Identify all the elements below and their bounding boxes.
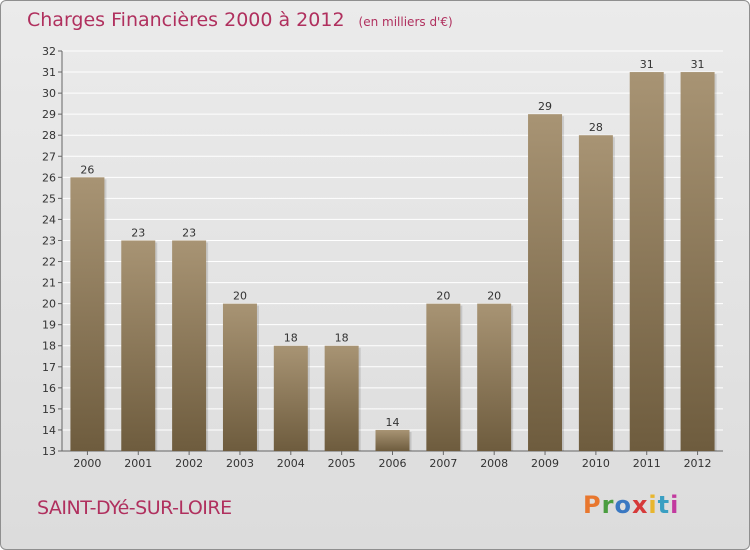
logo-letter: i [648, 491, 658, 519]
bar [375, 429, 410, 451]
logo-letter: o [614, 491, 632, 519]
x-tick-label: 2005 [328, 457, 356, 470]
x-tick-label: 2012 [684, 457, 712, 470]
bar [578, 135, 613, 452]
data-label: 20 [233, 290, 247, 303]
x-tick-label: 2000 [73, 457, 101, 470]
bar [121, 240, 156, 451]
data-label: 23 [131, 226, 145, 239]
y-tick-label: 22 [42, 256, 56, 269]
bar [273, 345, 308, 451]
data-label: 26 [80, 163, 94, 176]
y-tick-label: 14 [42, 424, 56, 437]
bar [528, 114, 563, 451]
y-tick-label: 29 [42, 108, 56, 121]
y-tick-label: 21 [42, 277, 56, 290]
logo-letter: i [670, 491, 680, 519]
data-label: 18 [284, 332, 298, 345]
x-tick-label: 2009 [531, 457, 559, 470]
data-label: 20 [436, 290, 450, 303]
x-tick-label: 2007 [429, 457, 457, 470]
chart-subtitle: (en milliers d'€) [358, 15, 453, 29]
x-tick-label: 2010 [582, 457, 610, 470]
bar [426, 303, 461, 451]
bar [70, 177, 105, 451]
proxiti-logo[interactable]: Proxiti [583, 491, 679, 519]
data-label: 23 [182, 226, 196, 239]
x-tick-label: 2001 [124, 457, 152, 470]
data-label: 18 [335, 332, 349, 345]
y-tick-label: 26 [42, 171, 56, 184]
bar [222, 303, 257, 451]
y-tick-label: 30 [42, 87, 56, 100]
y-tick-label: 24 [42, 213, 56, 226]
bar [629, 72, 664, 451]
y-tick-label: 16 [42, 382, 56, 395]
y-tick-label: 15 [42, 403, 56, 416]
y-tick-label: 31 [42, 66, 56, 79]
y-tick-label: 32 [42, 45, 56, 58]
x-tick-label: 2004 [277, 457, 305, 470]
data-label: 31 [640, 58, 654, 71]
chart-title: Charges Financières 2000 à 2012 (en milli… [27, 9, 453, 31]
y-tick-label: 19 [42, 319, 56, 332]
bar [680, 72, 715, 451]
chart-title-text: Charges Financières 2000 à 2012 [27, 9, 345, 31]
data-label: 29 [538, 100, 552, 113]
y-tick-label: 27 [42, 150, 56, 163]
data-label: 31 [691, 58, 705, 71]
y-tick-label: 25 [42, 192, 56, 205]
logo-letter: r [601, 491, 615, 519]
bar [172, 240, 207, 451]
y-tick-label: 23 [42, 234, 56, 247]
y-tick-label: 13 [42, 445, 56, 458]
y-tick-label: 28 [42, 129, 56, 142]
logo-letter: P [583, 491, 602, 519]
data-label: 20 [487, 290, 501, 303]
logo-letter: t [657, 491, 671, 519]
x-tick-label: 2008 [480, 457, 508, 470]
bar [477, 303, 512, 451]
commune-name: SAINT-DYé-SUR-LOIRE [37, 497, 232, 519]
data-label: 28 [589, 121, 603, 134]
x-tick-label: 2003 [226, 457, 254, 470]
x-tick-label: 2002 [175, 457, 203, 470]
logo-letter: x [631, 491, 649, 519]
bar [324, 345, 359, 451]
y-tick-label: 18 [42, 340, 56, 353]
x-tick-label: 2006 [379, 457, 407, 470]
y-tick-label: 20 [42, 298, 56, 311]
data-label: 14 [386, 416, 400, 429]
y-tick-label: 17 [42, 361, 56, 374]
x-tick-label: 2011 [633, 457, 661, 470]
